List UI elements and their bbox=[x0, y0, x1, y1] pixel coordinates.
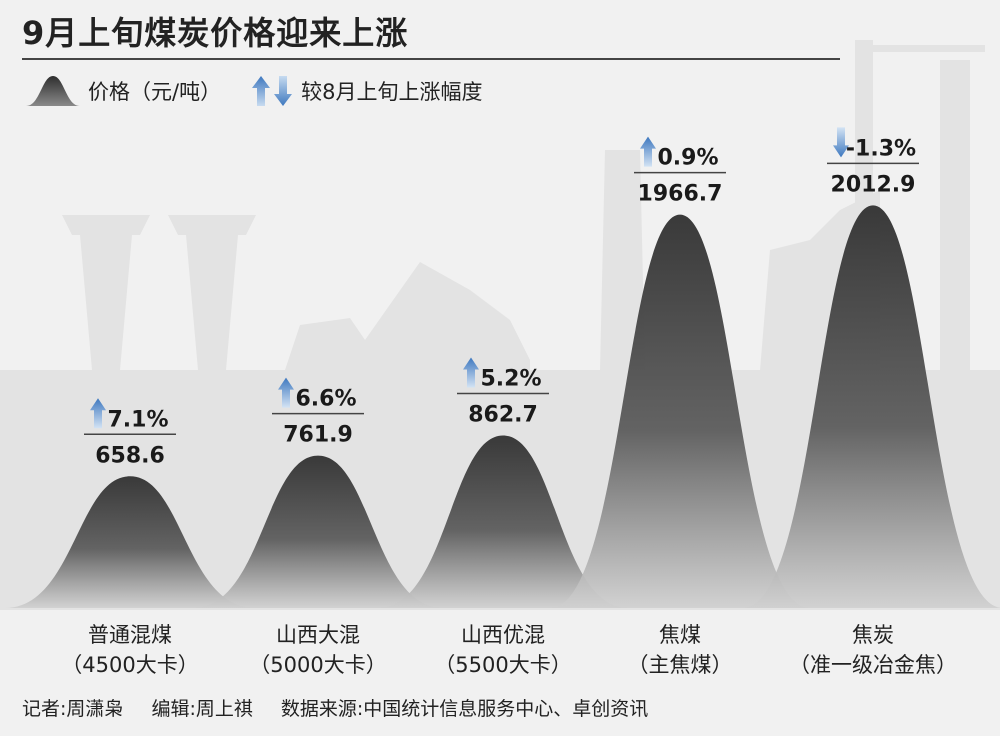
category-spec: （准一级冶金焦） bbox=[789, 653, 957, 677]
up-arrow-icon bbox=[463, 357, 479, 388]
change-percent-label: -1.3% bbox=[846, 136, 916, 161]
category-label: 焦煤 （主焦煤） bbox=[590, 620, 770, 680]
price-peak bbox=[5, 476, 255, 608]
title-divider bbox=[22, 58, 840, 60]
up-down-arrows-icon bbox=[251, 74, 295, 108]
reporter-credit: 记者:周潇枭 bbox=[22, 698, 124, 720]
data-source: 数据来源:中国统计信息服务中心、卓创资讯 bbox=[280, 698, 649, 720]
price-value-label: 658.6 bbox=[95, 443, 165, 468]
price-value-label: 1966.7 bbox=[638, 182, 723, 207]
category-spec: （5500大卡） bbox=[434, 653, 572, 677]
category-spec: （4500大卡） bbox=[61, 653, 199, 677]
legend-price-label: 价格（元/吨） bbox=[88, 80, 222, 104]
category-label: 普通混煤 （4500大卡） bbox=[40, 620, 220, 680]
up-arrow-icon bbox=[640, 136, 656, 167]
change-percent-label: 5.2% bbox=[480, 366, 541, 391]
chart-title: 9月上旬煤炭价格迎来上涨 bbox=[22, 14, 409, 52]
up-arrow-icon bbox=[90, 398, 106, 429]
category-name: 普通混煤 bbox=[88, 623, 172, 647]
category-name: 山西优混 bbox=[461, 623, 545, 647]
category-label: 山西大混 （5000大卡） bbox=[228, 620, 408, 680]
category-name: 焦炭 bbox=[852, 623, 894, 647]
price-value-label: 2012.9 bbox=[831, 172, 916, 197]
price-peak bbox=[743, 205, 1000, 608]
price-peak bbox=[378, 435, 628, 608]
down-arrow-icon bbox=[833, 127, 849, 158]
legend-change-label: 较8月上旬上涨幅度 bbox=[301, 80, 483, 104]
category-spec: （5000大卡） bbox=[249, 653, 387, 677]
category-name: 山西大混 bbox=[276, 623, 360, 647]
up-arrow-icon bbox=[278, 377, 294, 408]
price-peak bbox=[193, 455, 443, 608]
category-label: 焦炭 （准一级冶金焦） bbox=[783, 620, 963, 680]
change-percent-label: 7.1% bbox=[107, 407, 168, 432]
category-spec: （主焦煤） bbox=[627, 653, 733, 677]
price-value-label: 862.7 bbox=[468, 402, 538, 427]
price-value-label: 761.9 bbox=[283, 423, 353, 448]
category-name: 焦煤 bbox=[659, 623, 701, 647]
footer-credits: 记者:周潇枭 编辑:周上祺 数据来源:中国统计信息服务中心、卓创资讯 bbox=[22, 694, 670, 721]
price-peak-legend-icon bbox=[26, 76, 80, 106]
legend: 价格（元/吨） 较8月上旬上涨幅度 bbox=[24, 74, 488, 108]
price-peak bbox=[550, 214, 810, 608]
change-percent-label: 6.6% bbox=[295, 387, 356, 412]
category-label: 山西优混 （5500大卡） bbox=[413, 620, 593, 680]
editor-credit: 编辑:周上祺 bbox=[151, 698, 253, 720]
change-percent-label: 0.9% bbox=[657, 146, 718, 171]
